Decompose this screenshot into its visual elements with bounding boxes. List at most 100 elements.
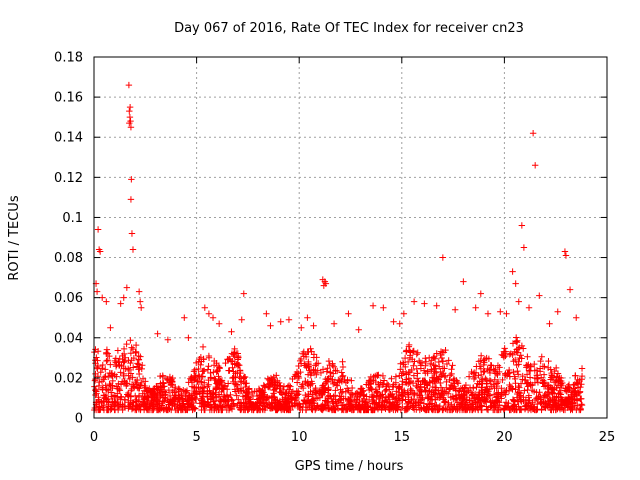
roti-band-point xyxy=(316,394,324,401)
roti-band-point xyxy=(416,387,423,394)
roti-band-point xyxy=(158,384,165,392)
roti-band-point xyxy=(405,375,412,382)
roti-band-point xyxy=(188,403,195,410)
roti-band-point xyxy=(439,406,447,414)
roti-band-point xyxy=(180,387,187,394)
roti-band-point xyxy=(557,383,565,391)
roti-band-point xyxy=(428,374,436,382)
roti-band-point xyxy=(540,371,548,378)
roti-band-point xyxy=(559,379,566,387)
roti-band-point xyxy=(495,394,502,402)
roti-band-point xyxy=(405,398,412,405)
roti-band-point xyxy=(207,404,215,411)
roti-band-point xyxy=(228,405,236,413)
roti-band-point xyxy=(235,387,242,395)
roti-band-point xyxy=(256,402,263,409)
roti-point xyxy=(369,302,377,309)
roti-band-point xyxy=(161,383,168,390)
roti-band-point xyxy=(207,369,214,377)
roti-band-point xyxy=(524,386,531,394)
roti-band-point xyxy=(325,357,333,365)
roti-band-point xyxy=(109,377,116,385)
roti-band-point xyxy=(91,404,99,412)
roti-band-point xyxy=(123,340,130,348)
roti-band-point xyxy=(103,357,110,365)
roti-band-point xyxy=(309,400,316,407)
x-axis-tick-labels: 0 5 10 15 20 25 xyxy=(90,430,615,445)
roti-band-point xyxy=(514,367,521,375)
roti-band-point xyxy=(324,398,331,406)
roti-band-point xyxy=(439,386,446,394)
y-tick-label: 0.18 xyxy=(54,51,83,66)
roti-band-point xyxy=(230,400,237,407)
roti-band-point xyxy=(415,399,423,407)
roti-band-point xyxy=(515,371,522,378)
roti-band-point xyxy=(230,368,237,375)
roti-band-point xyxy=(159,372,166,379)
roti-band-point xyxy=(135,393,143,401)
roti-band-point xyxy=(490,366,497,373)
roti-band-point xyxy=(433,375,441,383)
roti-band-point xyxy=(371,400,378,408)
roti-band-point xyxy=(259,396,267,403)
roti-band-point xyxy=(262,404,269,412)
roti-point xyxy=(400,310,408,317)
roti-band-point xyxy=(499,376,506,384)
roti-band-point xyxy=(215,373,222,380)
roti-point xyxy=(238,316,245,323)
roti-band-point xyxy=(325,392,333,399)
roti-band-point xyxy=(98,365,106,372)
roti-band-point xyxy=(189,404,196,411)
roti-band-point xyxy=(483,376,490,384)
roti-band-point xyxy=(484,365,491,373)
roti-band-point xyxy=(214,367,221,375)
roti-band-point xyxy=(293,379,301,386)
roti-band-point xyxy=(405,341,413,349)
roti-band-point xyxy=(136,385,143,392)
roti-band-point xyxy=(461,398,469,406)
roti-band-point xyxy=(200,355,207,363)
roti-band-point xyxy=(524,353,531,360)
roti-band-point xyxy=(221,383,229,390)
roti-band-point xyxy=(534,394,542,402)
roti-band-point xyxy=(264,383,272,390)
roti-band-point xyxy=(454,399,461,406)
roti-band-point xyxy=(302,391,309,399)
roti-band-point xyxy=(367,406,375,414)
roti-band-point xyxy=(160,394,168,401)
roti-band-point xyxy=(97,368,104,376)
roti-band-point xyxy=(127,393,135,401)
roti-band-point xyxy=(439,349,446,356)
roti-band-point xyxy=(443,384,450,391)
roti-band-point xyxy=(339,401,346,409)
roti-point xyxy=(477,290,485,297)
roti-band-point xyxy=(201,367,208,375)
roti-band-point xyxy=(480,368,487,376)
roti-band-point xyxy=(105,403,112,410)
roti-band-point xyxy=(318,405,325,413)
roti-band-point xyxy=(340,395,347,402)
roti-band-point xyxy=(226,367,233,374)
plot-area xyxy=(93,56,608,419)
roti-band-point xyxy=(121,358,128,365)
roti-point xyxy=(484,310,492,317)
roti-point xyxy=(117,300,124,307)
roti-band-point xyxy=(571,393,578,400)
roti-band-point xyxy=(347,398,354,405)
data-points xyxy=(91,81,586,414)
roti-band-point xyxy=(265,376,273,384)
x-tick-label: 20 xyxy=(496,430,513,445)
roti-band-point xyxy=(428,366,435,374)
roti-band-point xyxy=(330,393,337,400)
roti-point xyxy=(128,230,136,237)
roti-band-point xyxy=(338,389,345,397)
roti-point xyxy=(96,248,104,255)
roti-band-point xyxy=(103,349,110,356)
roti-point xyxy=(515,298,522,305)
roti-band-point xyxy=(116,387,124,394)
roti-band-point xyxy=(281,394,289,401)
roti-band-point xyxy=(426,403,433,410)
roti-band-point xyxy=(205,381,212,388)
roti-band-point xyxy=(96,378,103,386)
roti-band-point xyxy=(319,406,326,414)
